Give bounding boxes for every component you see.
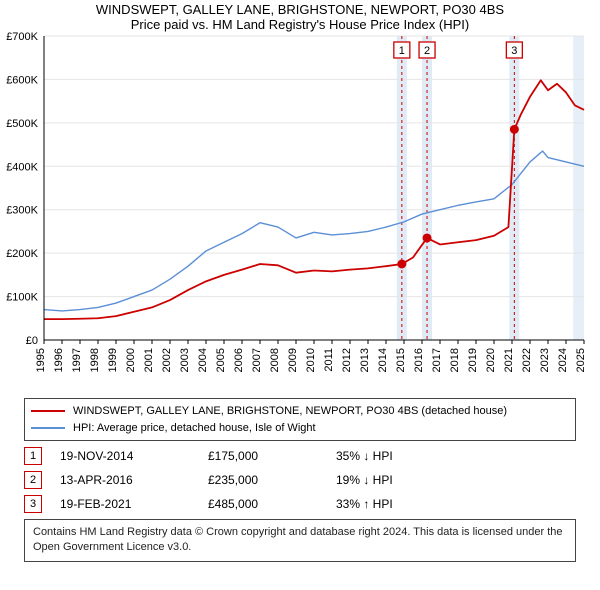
sale-events-table: 1 19-NOV-2014 £175,000 35% ↓ HPI 2 13-APR-201… xyxy=(24,447,576,513)
event-row: 2 13-APR-2016 £235,000 19% ↓ HPI xyxy=(24,471,576,489)
title-line-2: Price paid vs. HM Land Registry's House … xyxy=(0,17,600,32)
event-number-box: 2 xyxy=(24,471,42,489)
event-price: £485,000 xyxy=(208,497,318,511)
svg-text:2003: 2003 xyxy=(179,348,191,372)
svg-text:2012: 2012 xyxy=(341,348,353,372)
event-number-box: 3 xyxy=(24,495,42,513)
svg-text:2008: 2008 xyxy=(269,348,281,372)
svg-text:2020: 2020 xyxy=(485,348,497,372)
event-diff: 33% ↑ HPI xyxy=(336,497,393,511)
svg-text:2014: 2014 xyxy=(377,348,389,372)
svg-text:2001: 2001 xyxy=(143,348,155,372)
svg-text:2013: 2013 xyxy=(359,348,371,372)
svg-text:1999: 1999 xyxy=(107,348,119,372)
svg-text:2021: 2021 xyxy=(503,348,515,372)
svg-text:1996: 1996 xyxy=(53,348,65,372)
event-number-box: 1 xyxy=(24,447,42,465)
event-row: 1 19-NOV-2014 £175,000 35% ↓ HPI xyxy=(24,447,576,465)
svg-text:2002: 2002 xyxy=(161,348,173,372)
svg-text:2019: 2019 xyxy=(467,348,479,372)
legend-row: HPI: Average price, detached house, Isle… xyxy=(31,420,569,437)
svg-text:3: 3 xyxy=(511,45,517,57)
event-diff: 19% ↓ HPI xyxy=(336,473,393,487)
event-date: 19-NOV-2014 xyxy=(60,449,190,463)
svg-text:2011: 2011 xyxy=(323,348,335,372)
svg-text:£100K: £100K xyxy=(6,292,38,304)
svg-text:2024: 2024 xyxy=(557,348,569,372)
svg-text:£600K: £600K xyxy=(6,74,38,86)
attribution: Contains HM Land Registry data © Crown c… xyxy=(24,519,576,562)
svg-text:2009: 2009 xyxy=(287,348,299,372)
event-date: 19-FEB-2021 xyxy=(60,497,190,511)
legend-swatch xyxy=(31,427,65,429)
chart-title: WINDSWEPT, GALLEY LANE, BRIGHSTONE, NEWP… xyxy=(0,0,600,32)
legend-label: HPI: Average price, detached house, Isle… xyxy=(73,420,316,437)
price-vs-hpi-chart: £0 £100K £200K £300K £400K £500K £600K £700K 199… xyxy=(0,32,600,392)
svg-text:2018: 2018 xyxy=(449,348,461,372)
svg-text:2016: 2016 xyxy=(413,348,425,372)
title-line-1: WINDSWEPT, GALLEY LANE, BRIGHSTONE, NEWP… xyxy=(0,2,600,17)
svg-text:2: 2 xyxy=(424,45,430,57)
svg-text:2006: 2006 xyxy=(233,348,245,372)
svg-text:2022: 2022 xyxy=(521,348,533,372)
svg-text:1995: 1995 xyxy=(35,348,47,372)
event-diff: 35% ↓ HPI xyxy=(336,449,393,463)
legend-label: WINDSWEPT, GALLEY LANE, BRIGHSTONE, NEWP… xyxy=(73,403,507,420)
svg-text:2007: 2007 xyxy=(251,348,263,372)
svg-text:2017: 2017 xyxy=(431,348,443,372)
svg-text:1: 1 xyxy=(399,45,405,57)
svg-text:1997: 1997 xyxy=(71,348,83,372)
svg-text:2005: 2005 xyxy=(215,348,227,372)
svg-text:2000: 2000 xyxy=(125,348,137,372)
event-price: £235,000 xyxy=(208,473,318,487)
event-date: 13-APR-2016 xyxy=(60,473,190,487)
legend-row: WINDSWEPT, GALLEY LANE, BRIGHSTONE, NEWP… xyxy=(31,403,569,420)
svg-text:2010: 2010 xyxy=(305,348,317,372)
svg-text:£0: £0 xyxy=(26,335,38,347)
svg-text:2025: 2025 xyxy=(575,348,587,372)
legend-swatch xyxy=(31,410,65,412)
event-row: 3 19-FEB-2021 £485,000 33% ↑ HPI xyxy=(24,495,576,513)
legend: WINDSWEPT, GALLEY LANE, BRIGHSTONE, NEWP… xyxy=(24,398,576,441)
svg-text:2015: 2015 xyxy=(395,348,407,372)
svg-text:2004: 2004 xyxy=(197,348,209,372)
event-price: £175,000 xyxy=(208,449,318,463)
svg-text:£400K: £400K xyxy=(6,161,38,173)
svg-text:£700K: £700K xyxy=(6,32,38,43)
svg-text:£200K: £200K xyxy=(6,248,38,260)
svg-text:£500K: £500K xyxy=(6,118,38,130)
svg-text:£300K: £300K xyxy=(6,205,38,217)
svg-text:1998: 1998 xyxy=(89,348,101,372)
svg-text:2023: 2023 xyxy=(539,348,551,372)
